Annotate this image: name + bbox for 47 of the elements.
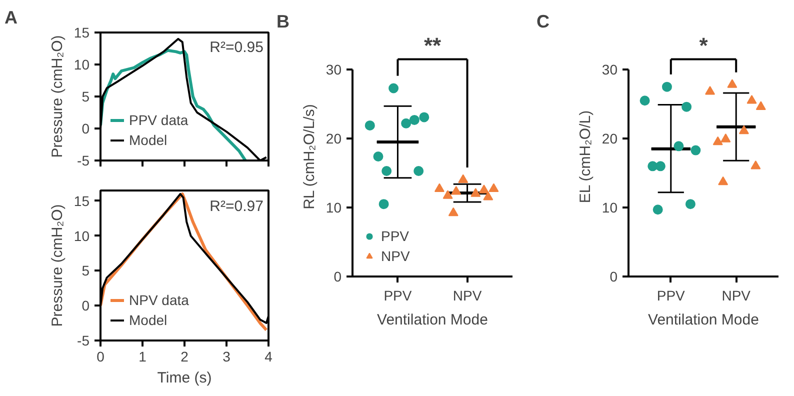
x-tick-label: NPV: [722, 288, 752, 304]
x-tick-label: 4: [264, 348, 273, 364]
annotation: R²=0.95: [210, 38, 264, 56]
y-tick-label: 20: [326, 130, 342, 147]
y-tick-label: -5: [77, 332, 90, 348]
y-tick-label: -5: [77, 152, 90, 168]
x-tick-label: PPV: [656, 288, 686, 304]
x-tick-label: 3: [222, 348, 231, 364]
y-tick-label: 0: [82, 120, 90, 136]
y-axis-title: EL (cmH₂O/L): [576, 110, 594, 204]
y-tick-label: 5: [82, 88, 90, 104]
legend-label: PPV: [381, 228, 410, 244]
y-tick-label: 10: [74, 228, 90, 244]
y-tick-label: 20: [602, 130, 618, 147]
x-axis-title: Ventilation Mode: [648, 312, 759, 328]
y-tick-label: 15: [74, 192, 90, 209]
y-axis-title: RL (cmH₂O/L/s): [300, 104, 318, 210]
y-tick-label: 0: [610, 268, 618, 284]
chart-title: C: [536, 12, 550, 32]
text: *: [699, 33, 708, 58]
y-tick-label: 10: [602, 200, 618, 216]
x-tick-label: PPV: [384, 288, 412, 304]
y-tick-label: 30: [602, 62, 618, 78]
legend-label: Model: [129, 312, 168, 328]
y-tick-label: 5: [82, 262, 90, 279]
x-axis-title: Time (s): [157, 370, 212, 386]
x-tick-label: 2: [180, 348, 189, 364]
x-tick-label: NPV: [452, 288, 482, 304]
legend-label: NPV data: [129, 292, 189, 308]
x-tick-label: 0: [96, 348, 105, 364]
text: **: [424, 33, 442, 58]
y-tick-label: 10: [326, 200, 342, 216]
y-tick-label: 0: [334, 268, 342, 284]
y-axis-title: Pressure (cmH₂O): [48, 204, 66, 327]
chart-title: A: [4, 8, 18, 28]
legend-label: Model: [129, 132, 168, 148]
y-tick-label: 10: [74, 56, 90, 72]
legend-label: PPV data: [129, 112, 188, 128]
y-axis-title: Pressure (cmH₂O): [48, 35, 66, 158]
legend-label: NPV: [381, 248, 410, 264]
y-tick-label: 0: [82, 298, 90, 314]
chart-title: B: [276, 12, 290, 32]
x-axis-title: Ventilation Mode: [377, 312, 488, 328]
y-tick-label: 15: [74, 24, 90, 40]
x-tick-label: 1: [138, 348, 147, 364]
annotation: R²=0.97: [210, 198, 264, 215]
y-tick-label: 30: [326, 62, 342, 78]
